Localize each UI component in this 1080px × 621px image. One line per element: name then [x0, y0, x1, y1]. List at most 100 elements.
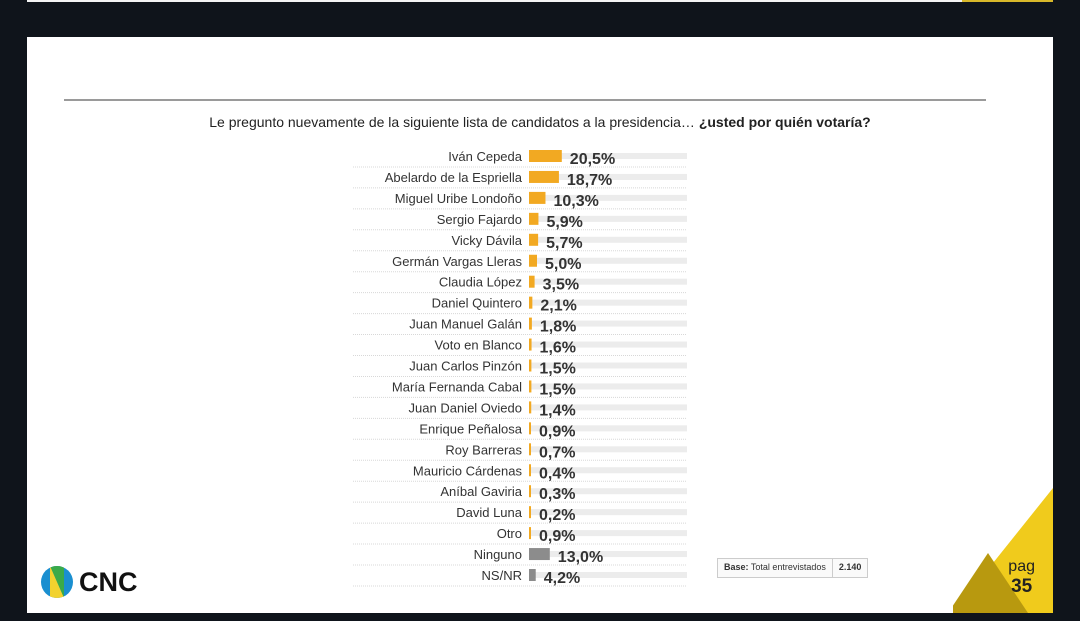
bar: [529, 506, 531, 519]
bar-track: [529, 153, 687, 159]
category-label: Juan Daniel Oviedo: [409, 400, 522, 415]
bar: [529, 527, 531, 540]
category-label: Ninguno: [474, 547, 522, 562]
value-label: 20,5%: [570, 151, 615, 168]
bar: [529, 401, 532, 414]
bar-track: [529, 362, 687, 369]
logo-text: CNC: [79, 566, 138, 597]
value-label: 0,9%: [539, 528, 575, 545]
value-label: 1,5%: [539, 361, 575, 378]
value-label: 5,9%: [546, 214, 582, 231]
page-indicator: pag 35: [1008, 558, 1035, 598]
category-label: David Luna: [456, 505, 523, 520]
bar-track: [529, 383, 687, 390]
value-label: 0,3%: [539, 486, 575, 503]
bar-track: [529, 446, 687, 453]
bar: [529, 150, 562, 162]
bar-track: [529, 425, 687, 432]
category-label: Enrique Peñalosa: [419, 421, 522, 436]
category-label: Otro: [497, 526, 522, 541]
bar-track: [529, 236, 687, 243]
category-label: Juan Carlos Pinzón: [409, 359, 522, 374]
value-label: 5,0%: [545, 256, 581, 273]
value-label: 13,0%: [558, 549, 603, 566]
base-box: Base: Total entrevistados 2.140: [717, 558, 869, 578]
bar: [529, 233, 539, 246]
value-label: 0,4%: [539, 465, 575, 482]
question-main: Le pregunto nuevamente de la siguiente l…: [209, 114, 695, 130]
bar-track: [529, 572, 687, 578]
title-divider: [64, 99, 986, 101]
value-label: 1,8%: [540, 319, 576, 336]
bar: [529, 485, 531, 498]
category-label: Vicky Dávila: [451, 233, 522, 248]
category-label: Aníbal Gaviria: [440, 484, 522, 499]
value-label: 2,1%: [540, 298, 576, 315]
bar: [529, 464, 531, 477]
page-label: pag: [1008, 558, 1035, 575]
value-label: 1,5%: [539, 381, 575, 398]
value-label: 4,2%: [544, 570, 580, 587]
bar-track: [529, 257, 687, 264]
bar: [529, 275, 535, 288]
base-label: Base:: [724, 562, 749, 572]
bar: [529, 422, 531, 435]
bar-track: [529, 551, 687, 558]
value-label: 0,9%: [539, 423, 575, 440]
slide: Le pregunto nuevamente de la siguiente l…: [27, 37, 1053, 613]
bar-track: [529, 488, 687, 495]
value-label: 10,3%: [553, 193, 598, 210]
category-label: Iván Cepeda: [448, 149, 522, 164]
bar: [529, 296, 533, 309]
bar-track: [529, 278, 687, 285]
bar-track: [529, 299, 687, 306]
bar: [529, 170, 559, 183]
bar: [529, 317, 532, 330]
bar-track: [529, 530, 687, 537]
previous-slide-accent: [962, 0, 1053, 2]
cnc-logo: CNC: [41, 566, 138, 598]
category-label: Roy Barreras: [445, 442, 522, 457]
value-label: 3,5%: [543, 277, 579, 294]
category-label: NS/NR: [482, 568, 522, 583]
bar-track: [529, 341, 687, 348]
category-label: Miguel Uribe Londoño: [395, 191, 522, 206]
bar: [529, 548, 550, 561]
category-label: Mauricio Cárdenas: [413, 463, 523, 478]
question-emphasis: ¿usted por quién votaría?: [698, 114, 871, 130]
bar: [529, 569, 536, 581]
category-label: Daniel Quintero: [432, 296, 522, 311]
category-label: Juan Manuel Galán: [409, 317, 522, 332]
category-label: Voto en Blanco: [435, 338, 522, 353]
category-label: María Fernanda Cabal: [392, 379, 522, 394]
value-label: 0,7%: [539, 444, 575, 461]
bar-track: [529, 404, 687, 411]
category-label: Sergio Fajardo: [437, 212, 522, 227]
value-label: 0,2%: [539, 507, 575, 524]
page-number: 35: [1011, 576, 1033, 597]
bar-chart: Iván Cepeda 20,5% Abelardo de la Espriella…: [353, 149, 687, 587]
value-label: 1,6%: [540, 340, 576, 357]
cnc-logo-icon: [41, 566, 73, 598]
value-label: 1,4%: [539, 402, 575, 419]
category-label: Abelardo de la Espriella: [385, 170, 523, 185]
bar-track: [529, 467, 687, 474]
previous-slide-edge: [27, 0, 962, 2]
bar: [529, 359, 532, 372]
bar-track: [529, 509, 687, 516]
page-corner-decoration: [953, 488, 1053, 613]
bar: [529, 380, 532, 393]
bar: [529, 254, 537, 267]
category-label: Germán Vargas Lleras: [392, 254, 522, 269]
value-label: 5,7%: [546, 235, 582, 252]
bar-track: [529, 320, 687, 327]
base-value: 2.140: [831, 559, 868, 577]
bar-track: [529, 173, 687, 180]
question-text: Le pregunto nuevamente de la siguiente l…: [27, 114, 1053, 130]
value-label: 18,7%: [567, 172, 612, 189]
bar: [529, 212, 539, 225]
category-label: Claudia López: [439, 275, 522, 290]
bar: [529, 443, 531, 456]
bar-track: [529, 215, 687, 222]
bar: [529, 191, 546, 204]
